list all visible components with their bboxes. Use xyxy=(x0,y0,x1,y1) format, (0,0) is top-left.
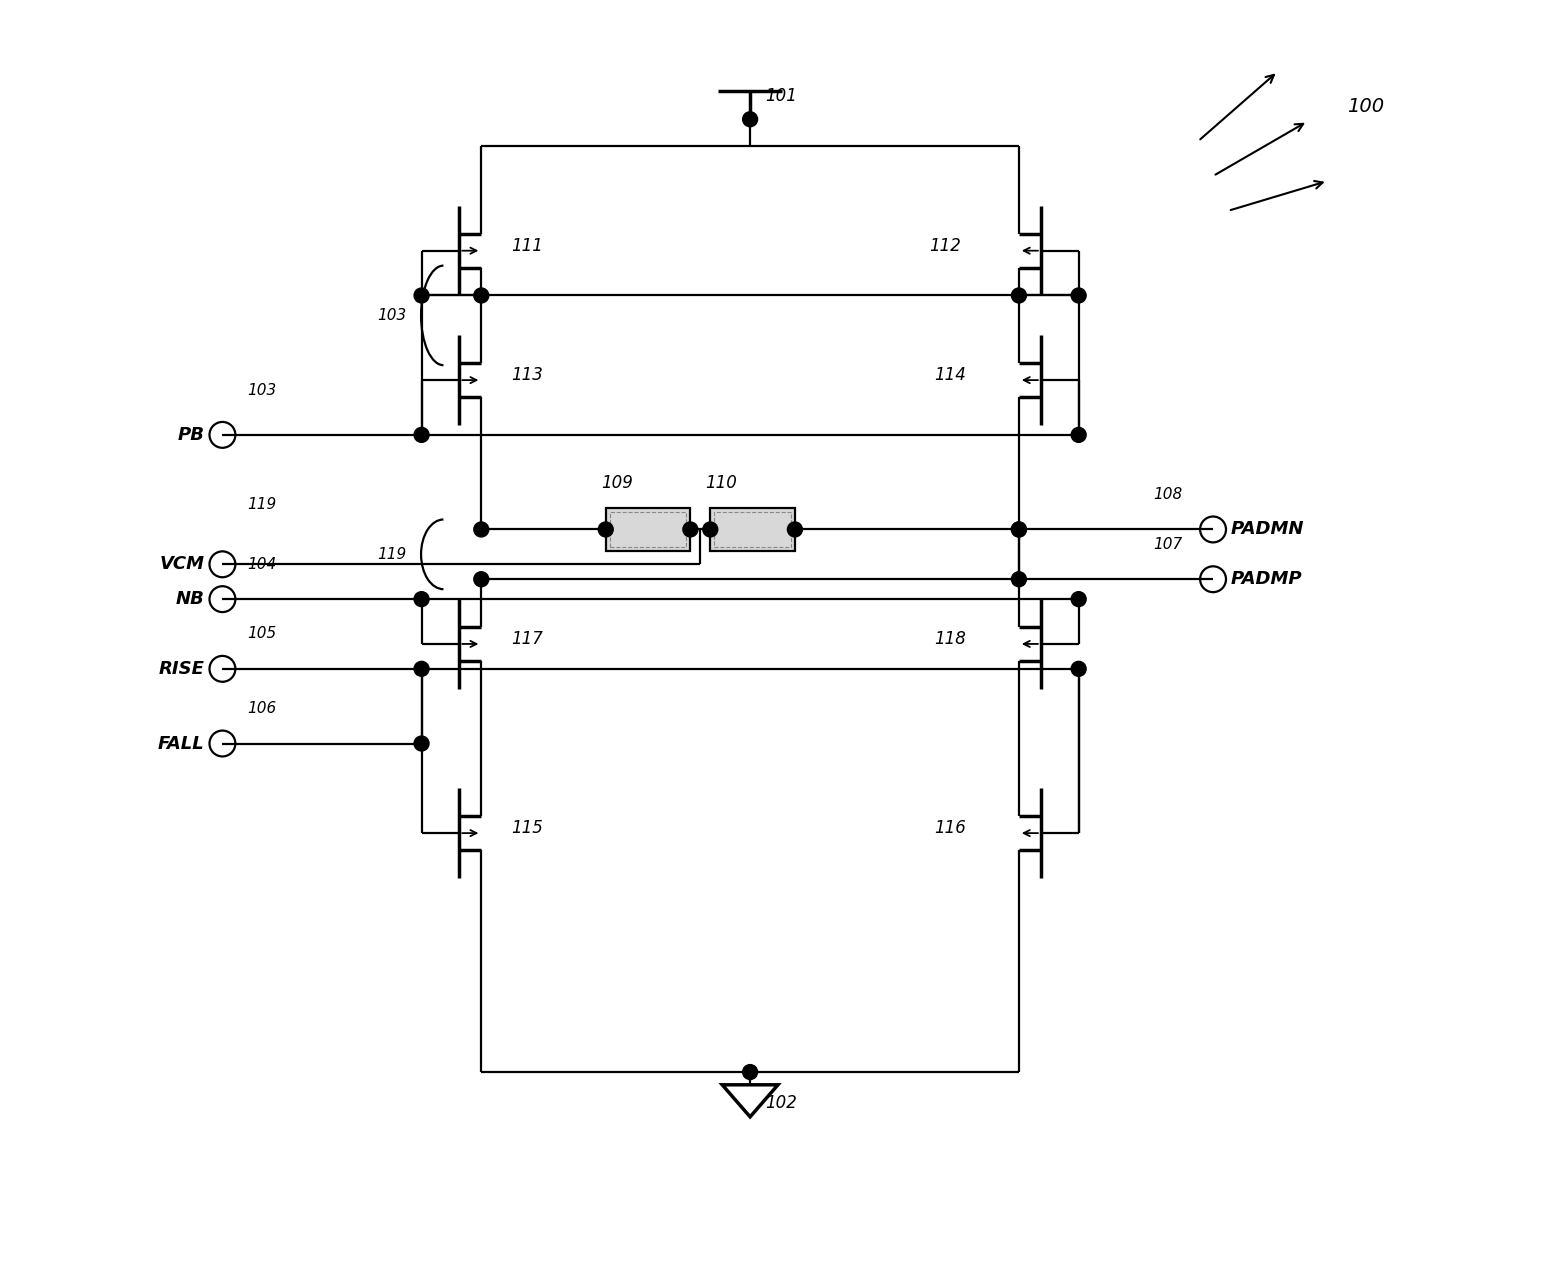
Text: VCM: VCM xyxy=(159,555,204,574)
Text: 108: 108 xyxy=(1154,487,1182,502)
Circle shape xyxy=(473,288,489,303)
Circle shape xyxy=(743,1064,758,1079)
Text: 111: 111 xyxy=(511,236,543,255)
Bar xyxy=(715,512,791,547)
Text: 117: 117 xyxy=(511,629,543,648)
Circle shape xyxy=(473,522,489,537)
Circle shape xyxy=(1012,288,1026,303)
Bar xyxy=(610,512,687,547)
Text: 103: 103 xyxy=(377,308,407,322)
Circle shape xyxy=(787,522,803,537)
Text: PB: PB xyxy=(178,426,204,444)
Text: 119: 119 xyxy=(377,547,407,561)
Text: 100: 100 xyxy=(1347,97,1385,116)
Text: FALL: FALL xyxy=(158,734,204,752)
Circle shape xyxy=(1071,661,1086,676)
Text: 105: 105 xyxy=(248,627,277,642)
Text: 103: 103 xyxy=(248,383,277,398)
Text: 102: 102 xyxy=(766,1093,797,1112)
Circle shape xyxy=(599,522,613,537)
Text: 119: 119 xyxy=(248,497,277,512)
Circle shape xyxy=(682,522,698,537)
Text: 114: 114 xyxy=(934,367,967,384)
Circle shape xyxy=(1071,592,1086,607)
Text: PADMP: PADMP xyxy=(1231,570,1303,588)
Circle shape xyxy=(415,661,429,676)
Text: 118: 118 xyxy=(934,629,967,648)
Circle shape xyxy=(1071,427,1086,442)
Circle shape xyxy=(415,288,429,303)
Circle shape xyxy=(702,522,718,537)
Text: 109: 109 xyxy=(600,474,633,492)
Circle shape xyxy=(1071,288,1086,303)
Text: 101: 101 xyxy=(766,87,797,105)
Text: 115: 115 xyxy=(511,819,543,837)
Bar xyxy=(710,508,795,551)
Text: NB: NB xyxy=(176,590,204,608)
Circle shape xyxy=(415,736,429,751)
Circle shape xyxy=(1012,522,1026,537)
Circle shape xyxy=(415,427,429,442)
Text: RISE: RISE xyxy=(159,660,204,678)
Text: 112: 112 xyxy=(930,236,961,255)
Circle shape xyxy=(1012,571,1026,586)
Circle shape xyxy=(473,571,489,586)
Text: 107: 107 xyxy=(1154,537,1182,552)
Text: 113: 113 xyxy=(511,367,543,384)
Text: 106: 106 xyxy=(248,702,277,717)
Bar xyxy=(606,508,690,551)
Circle shape xyxy=(743,111,758,126)
Circle shape xyxy=(1012,522,1026,537)
Text: 110: 110 xyxy=(705,474,738,492)
Text: 104: 104 xyxy=(248,557,277,571)
Circle shape xyxy=(415,592,429,607)
Text: 116: 116 xyxy=(934,819,967,837)
Text: PADMN: PADMN xyxy=(1231,521,1304,538)
